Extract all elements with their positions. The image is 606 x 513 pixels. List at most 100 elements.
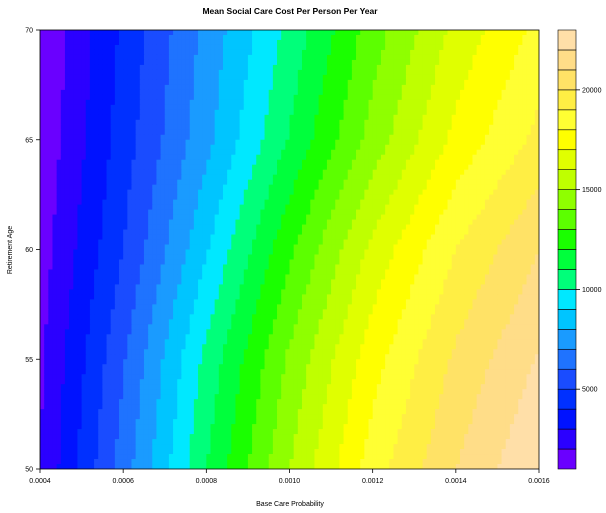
contour-cell: [405, 189, 411, 196]
contour-cell: [385, 54, 390, 61]
contour-cell: [268, 34, 274, 41]
contour-cell: [181, 204, 187, 211]
contour-cell: [484, 134, 490, 141]
contour-cell: [360, 99, 365, 106]
contour-cell: [252, 109, 257, 116]
contour-cell: [123, 209, 128, 216]
contour-cell: [530, 229, 536, 236]
contour-cell: [356, 179, 361, 186]
contour-cell: [493, 169, 499, 176]
contour-cell: [73, 109, 79, 116]
contour-cell: [514, 59, 519, 66]
contour-cell: [289, 114, 295, 121]
contour-cell: [131, 214, 137, 221]
contour-cell: [173, 39, 178, 46]
contour-cell: [493, 69, 499, 76]
contour-cell: [256, 214, 261, 221]
contour-cell: [372, 169, 378, 176]
contour-cell: [193, 194, 199, 201]
contour-cell: [297, 74, 303, 81]
contour-cell: [393, 219, 399, 226]
contour-cell: [131, 129, 137, 136]
contour-cell: [181, 169, 187, 176]
contour-cell: [422, 74, 428, 81]
contour-cell: [401, 199, 407, 206]
contour-cell: [360, 139, 365, 146]
contour-cell: [455, 144, 461, 151]
contour-cell: [356, 194, 361, 201]
contour-cell: [393, 199, 399, 206]
contour-cell: [48, 174, 54, 181]
contour-cell: [414, 139, 420, 146]
contour-cell: [127, 179, 133, 186]
contour-cell: [44, 189, 49, 196]
contour-cell: [326, 144, 332, 151]
contour-cell: [252, 164, 257, 171]
contour-cell: [173, 184, 178, 191]
contour-cell: [210, 159, 216, 166]
contour-cell: [218, 229, 224, 236]
contour-cell: [222, 214, 228, 221]
contour-cell: [77, 104, 83, 111]
contour-cell: [193, 69, 199, 76]
contour-cell: [418, 179, 424, 186]
contour-cell: [56, 169, 62, 176]
contour-cell: [218, 214, 224, 221]
contour-cell: [418, 149, 424, 156]
contour-cell: [389, 169, 395, 176]
contour-cell: [518, 30, 523, 36]
contour-cell: [156, 214, 162, 221]
contour-cell: [285, 59, 291, 66]
contour-cell: [135, 34, 141, 41]
contour-cell: [127, 149, 133, 156]
contour-cell: [260, 129, 266, 136]
contour-cell: [522, 139, 528, 146]
contour-cell: [322, 54, 328, 61]
contour-cell: [231, 229, 237, 236]
contour-cell: [193, 179, 199, 186]
contour-cell: [534, 124, 539, 131]
contour-cell: [206, 169, 212, 176]
contour-cell: [526, 44, 532, 51]
contour-cell: [260, 204, 266, 211]
contour-cell: [231, 179, 237, 186]
contour-cell: [476, 109, 482, 116]
contour-cell: [73, 179, 79, 186]
contour-cell: [85, 224, 91, 231]
contour-cell: [509, 129, 515, 136]
contour-cell: [260, 169, 266, 176]
contour-cell: [310, 124, 316, 131]
contour-cell: [335, 169, 340, 176]
contour-cell: [64, 114, 70, 121]
contour-cell: [455, 139, 461, 146]
contour-cell: [493, 219, 499, 226]
contour-cell: [69, 174, 74, 181]
contour-cell: [397, 39, 403, 46]
contour-cell: [214, 234, 220, 241]
contour-cell: [260, 224, 266, 231]
contour-cell: [464, 119, 469, 126]
contour-cell: [143, 129, 149, 136]
contour-cell: [501, 179, 507, 186]
contour-cell: [480, 194, 486, 201]
contour-cell: [405, 89, 411, 96]
contour-cell: [301, 219, 307, 226]
contour-cell: [127, 49, 133, 56]
contour-cell: [264, 79, 270, 86]
contour-cell: [405, 149, 411, 156]
contour-cell: [214, 224, 220, 231]
contour-cell: [447, 169, 453, 176]
contour-cell: [268, 194, 274, 201]
contour-cell: [401, 189, 407, 196]
contour-cell: [422, 30, 428, 36]
contour-cell: [243, 134, 249, 141]
contour-cell: [534, 84, 539, 91]
contour-cell: [505, 49, 511, 56]
contour-cell: [160, 84, 166, 91]
contour-cell: [56, 99, 62, 106]
contour-cell: [168, 74, 174, 81]
contour-cell: [447, 74, 453, 81]
contour-cell: [472, 59, 478, 66]
contour-cell: [476, 59, 482, 66]
contour-cell: [468, 164, 474, 171]
